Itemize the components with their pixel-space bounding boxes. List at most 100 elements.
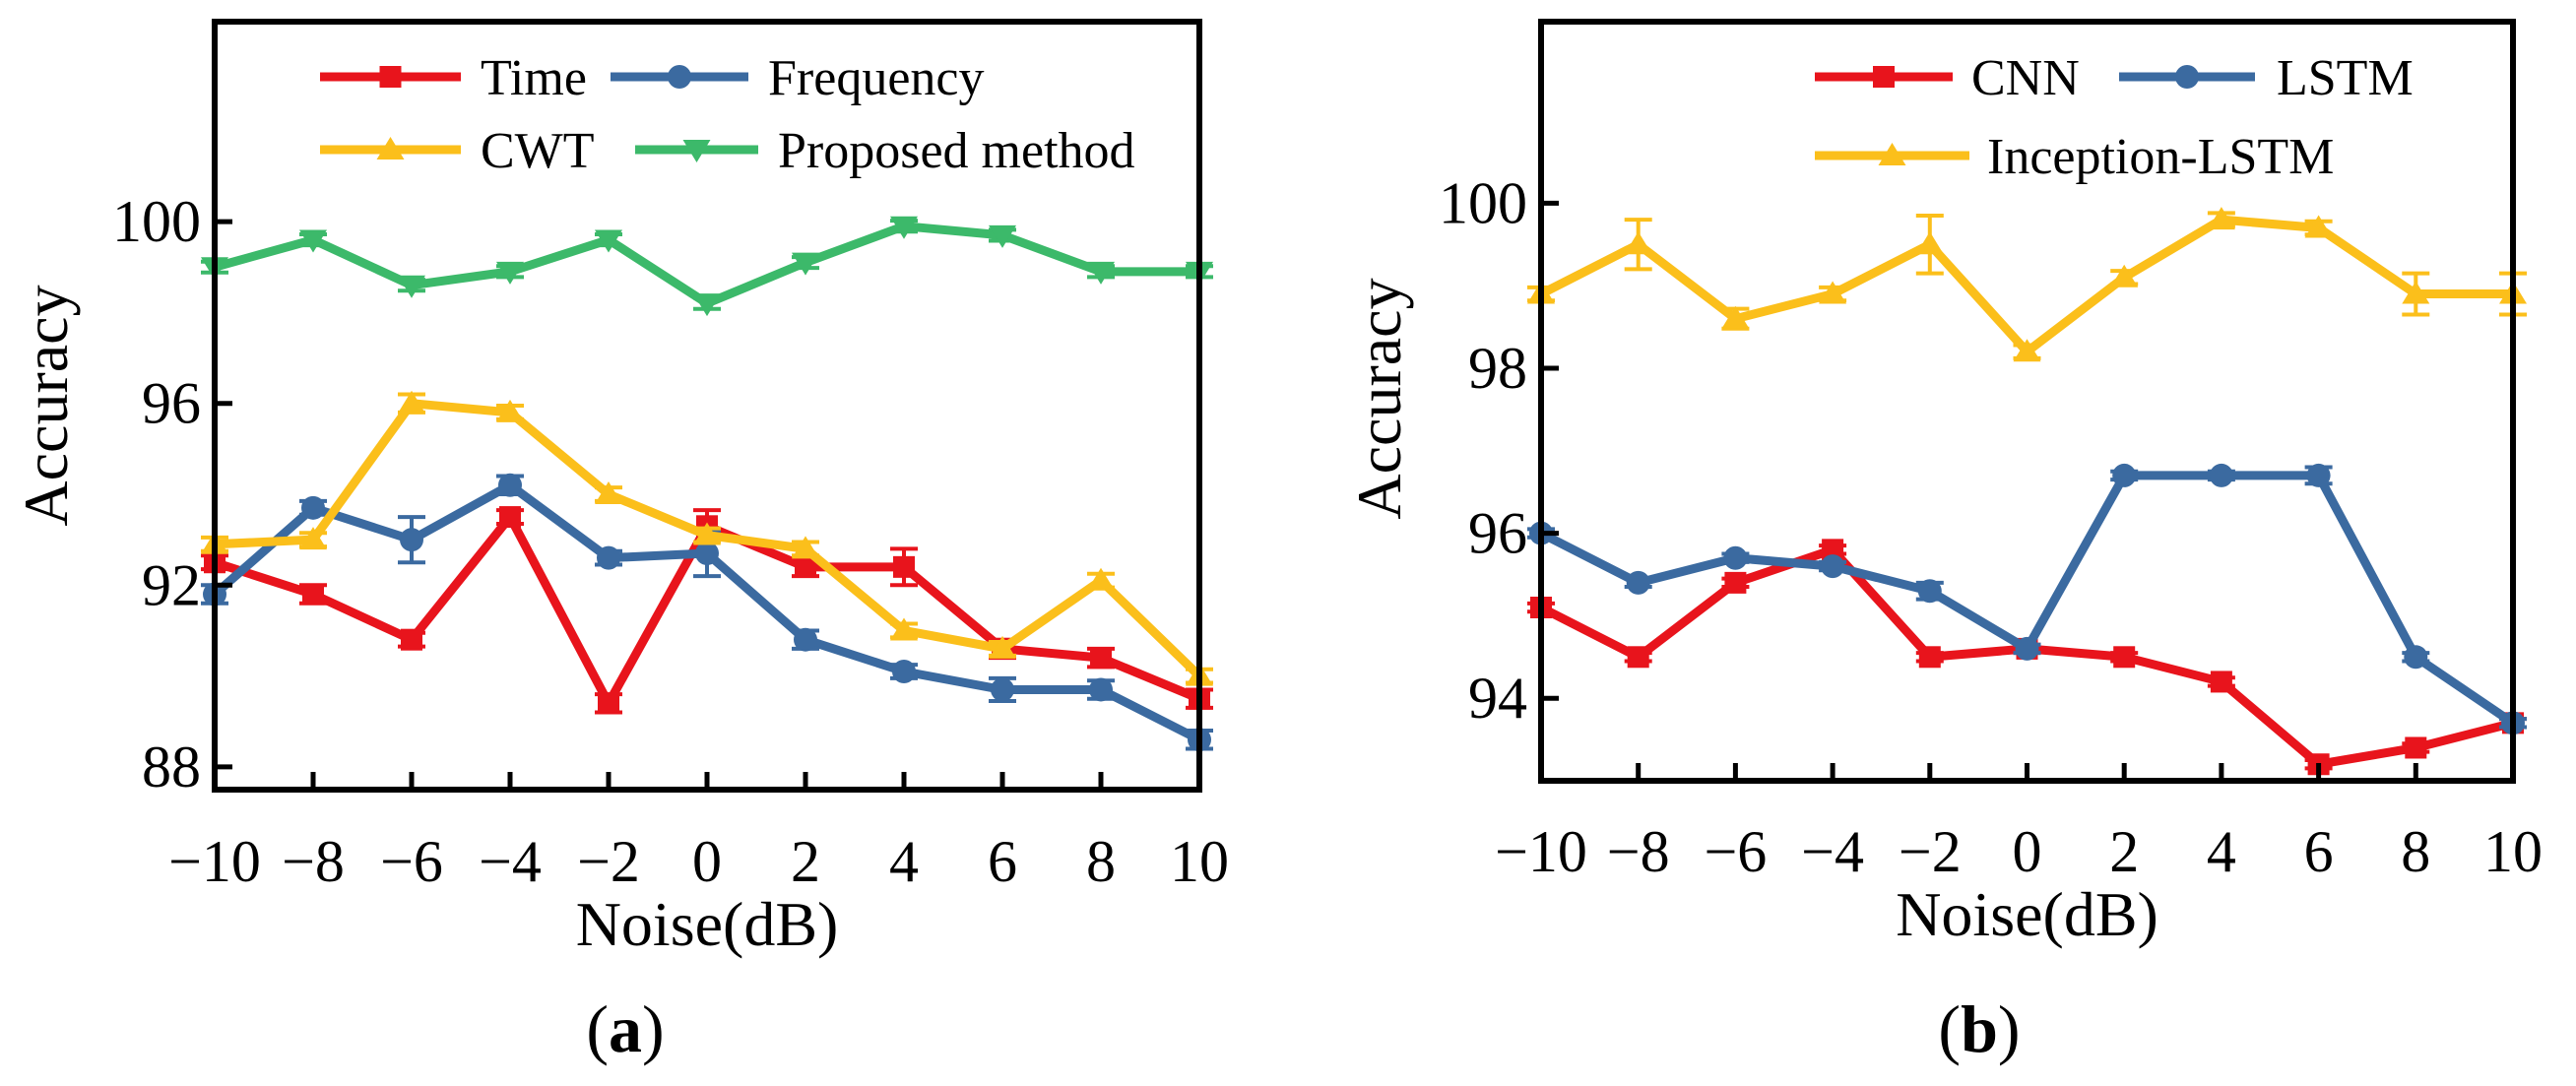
data-point: [989, 224, 1016, 248]
x-tick-label: −8: [282, 829, 345, 894]
x-tick-label: −10: [168, 829, 261, 894]
x-tick-label: 4: [2207, 819, 2236, 884]
data-point: [1918, 646, 1941, 669]
panel-label: (b): [1938, 991, 2020, 1066]
data-point: [1819, 281, 1847, 304]
data-point: [1721, 305, 1750, 329]
data-point: [795, 555, 816, 578]
legend-label: Inception-LSTM: [1987, 129, 2334, 185]
legend-label: Proposed method: [778, 123, 1135, 179]
data-point: [2402, 281, 2430, 304]
x-axis-label: Noise(dB): [1896, 879, 2158, 949]
x-tick-label: 8: [1086, 829, 1116, 894]
x-tick-label: 6: [988, 829, 1017, 894]
x-tick-label: 0: [692, 829, 722, 894]
data-point: [989, 635, 1016, 659]
x-tick-label: 2: [791, 829, 820, 894]
data-point: [299, 527, 327, 550]
x-tick-label: 4: [889, 829, 919, 894]
legend-label: CWT: [481, 123, 595, 179]
data-point: [2113, 646, 2136, 669]
data-point: [2112, 463, 2137, 487]
data-point: [1087, 261, 1115, 285]
data-point: [693, 522, 721, 545]
x-tick-label: −6: [380, 829, 443, 894]
legend: Time Frequency CWT Proposed method: [320, 50, 1135, 179]
data-point: [595, 481, 622, 504]
series-proposed-method: [201, 216, 1213, 317]
panel-letter: a: [609, 991, 642, 1066]
x-tick-label: 10: [2483, 819, 2543, 884]
y-tick-label: 96: [1468, 501, 1527, 566]
series-line: [213, 222, 1199, 308]
data-point: [1089, 677, 1113, 702]
data-point: [792, 536, 819, 559]
x-tick-label: 8: [2401, 819, 2430, 884]
y-tick-label: 92: [142, 552, 201, 617]
legend-item: CNN: [1815, 50, 2080, 106]
data-point: [398, 275, 425, 298]
x-tick-label: −8: [1607, 819, 1670, 884]
legend-item: CWT: [320, 123, 595, 179]
chart-panel-b: −10 −8 −6 −4 −2 0 2 4 6 8 10 94 96 98 100 Noise(dB) Accu…: [1344, 19, 2543, 1066]
series-line: [1538, 215, 2513, 356]
legend-marker: [682, 140, 711, 162]
data-point: [299, 229, 327, 253]
legend-label: Frequency: [768, 50, 984, 106]
data-point: [991, 677, 1014, 702]
data-point: [498, 473, 522, 497]
y-axis-label: Accuracy: [1344, 278, 1414, 519]
data-point: [2013, 339, 2041, 362]
data-point: [499, 506, 521, 529]
x-tick-label: 2: [2109, 819, 2139, 884]
data-point: [2209, 463, 2233, 487]
legend-marker: [1878, 143, 1906, 165]
panel-label: (a): [586, 991, 664, 1066]
series-inception-lstm: [1527, 207, 2527, 362]
x-tick-label: 10: [1170, 829, 1229, 894]
data-point: [2015, 636, 2039, 661]
series-cwt: [201, 390, 1213, 686]
legend-item: Inception-LSTM: [1815, 129, 2334, 185]
data-point: [2110, 264, 2139, 287]
legend-label: Time: [481, 50, 587, 106]
data-point: [1917, 579, 1942, 604]
data-point: [496, 399, 524, 422]
legend-marker: [2175, 65, 2199, 89]
data-point: [794, 627, 817, 652]
data-point: [598, 692, 619, 715]
y-tick-label: 96: [142, 371, 201, 436]
data-point: [1821, 554, 1845, 579]
legend-marker: [376, 137, 405, 160]
x-tick-label: 6: [2304, 819, 2334, 884]
data-point: [1627, 646, 1649, 669]
panel-letter: b: [1961, 991, 1998, 1066]
y-tick-label: 98: [1468, 336, 1527, 401]
series-lstm: [1527, 463, 2527, 735]
legend-item: LSTM: [2119, 50, 2414, 106]
x-tick-label: 0: [2013, 819, 2042, 884]
data-point: [496, 261, 524, 285]
data-point: [597, 545, 620, 570]
data-point: [1087, 567, 1115, 591]
data-point: [595, 229, 622, 253]
y-axis-label: Accuracy: [11, 285, 81, 526]
data-point: [2404, 645, 2428, 670]
series-line: [1538, 471, 2516, 728]
y-tick-label: 88: [142, 735, 201, 799]
legend-item: Proposed method: [635, 123, 1135, 179]
data-point: [1724, 571, 1747, 594]
x-axis-label: Noise(dB): [576, 889, 839, 959]
data-point: [890, 216, 918, 239]
data-point: [301, 495, 325, 520]
x-tick-label: −6: [1704, 819, 1767, 884]
data-point: [695, 542, 719, 565]
data-point: [792, 252, 819, 276]
data-point: [2306, 463, 2331, 487]
data-point: [2207, 207, 2235, 230]
data-point: [892, 660, 916, 683]
x-tick-label: −4: [479, 829, 542, 894]
legend: CNN LSTM Inception-LSTM: [1815, 50, 2414, 185]
data-point: [890, 617, 918, 641]
